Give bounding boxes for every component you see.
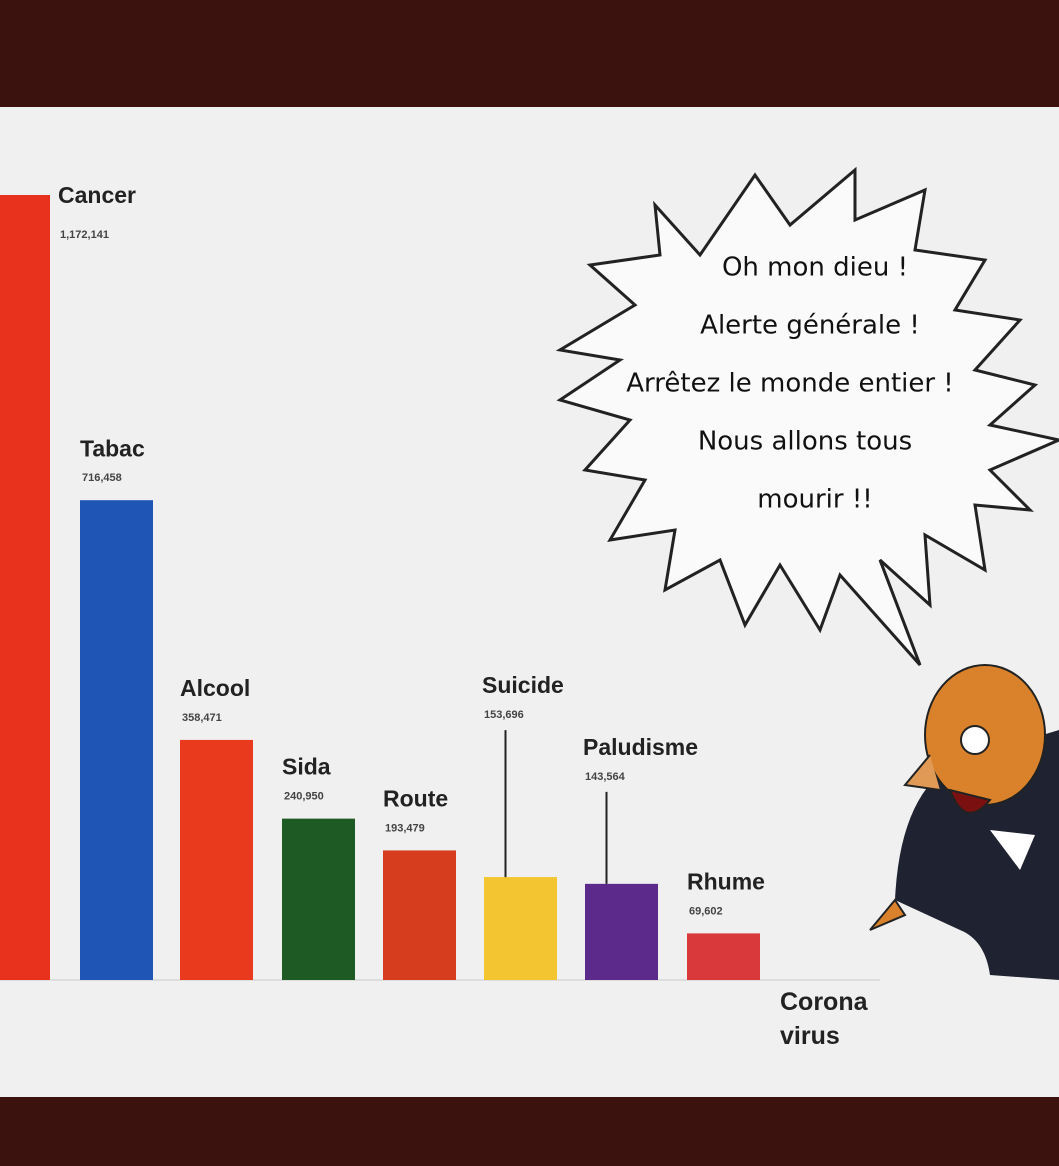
speech-text: Nous allons tous <box>698 427 912 457</box>
bar <box>383 850 456 980</box>
speech-text: mourir !! <box>757 485 872 515</box>
bar <box>687 933 760 980</box>
bar <box>80 500 153 980</box>
value-label: 153,696 <box>484 709 524 721</box>
speech-text: Arrêtez le monde entier ! <box>626 369 953 399</box>
category-label: Paludisme <box>583 734 698 760</box>
category-label: Tabac <box>80 435 145 461</box>
category-label: Route <box>383 786 448 812</box>
category-label: Suicide <box>482 672 564 698</box>
value-label: 193,479 <box>385 822 425 834</box>
value-label: 716,458 <box>82 472 122 484</box>
category-label: Alcool <box>180 675 250 701</box>
speech-text: Oh mon dieu ! <box>722 253 908 283</box>
speech-text: Alerte générale ! <box>700 311 920 341</box>
value-label: 240,950 <box>284 791 324 803</box>
bar <box>585 883 658 980</box>
category-label: Cancer <box>58 182 136 208</box>
category-label: Corona virus <box>780 988 868 1050</box>
bar <box>0 195 50 980</box>
category-label: Rhume <box>687 868 765 894</box>
bar <box>180 739 253 980</box>
value-label: 1,172,141 <box>60 229 109 241</box>
bar <box>484 877 557 980</box>
category-label: Sida <box>282 754 331 780</box>
speech-bubble <box>555 166 1059 666</box>
value-label: 143,564 <box>585 771 626 783</box>
value-label: 69,602 <box>689 905 723 917</box>
value-label: 358,471 <box>182 712 222 724</box>
bar <box>282 818 355 980</box>
character <box>869 664 1059 980</box>
